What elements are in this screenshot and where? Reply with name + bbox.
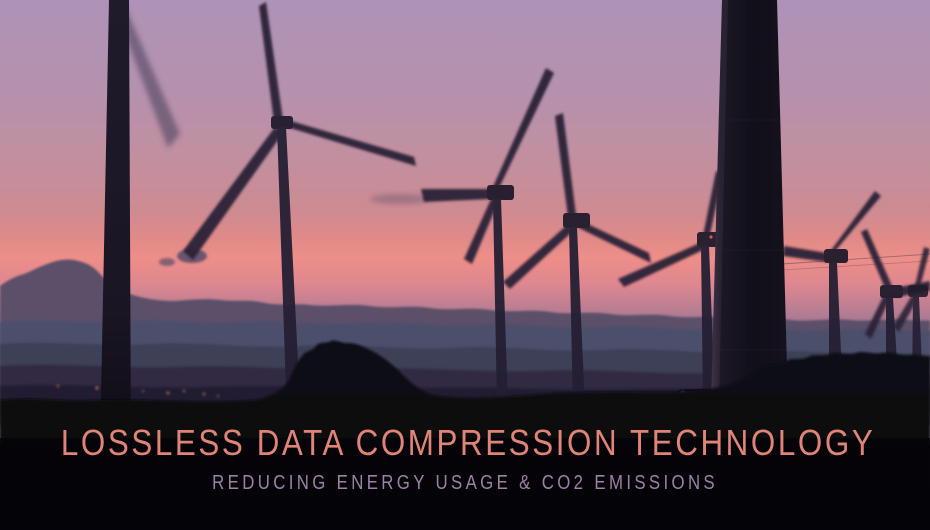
wind-turbine-foreground-left xyxy=(100,0,180,446)
wind-turbine xyxy=(183,2,416,420)
power-lines xyxy=(781,253,930,271)
nacelle-warning-light xyxy=(709,235,713,239)
wind-turbine xyxy=(503,113,651,408)
wind-turbine xyxy=(421,68,554,405)
turbine-tower-foreground xyxy=(711,0,788,404)
bottom-dark-band xyxy=(0,438,930,530)
cloud-wisps xyxy=(159,194,430,266)
